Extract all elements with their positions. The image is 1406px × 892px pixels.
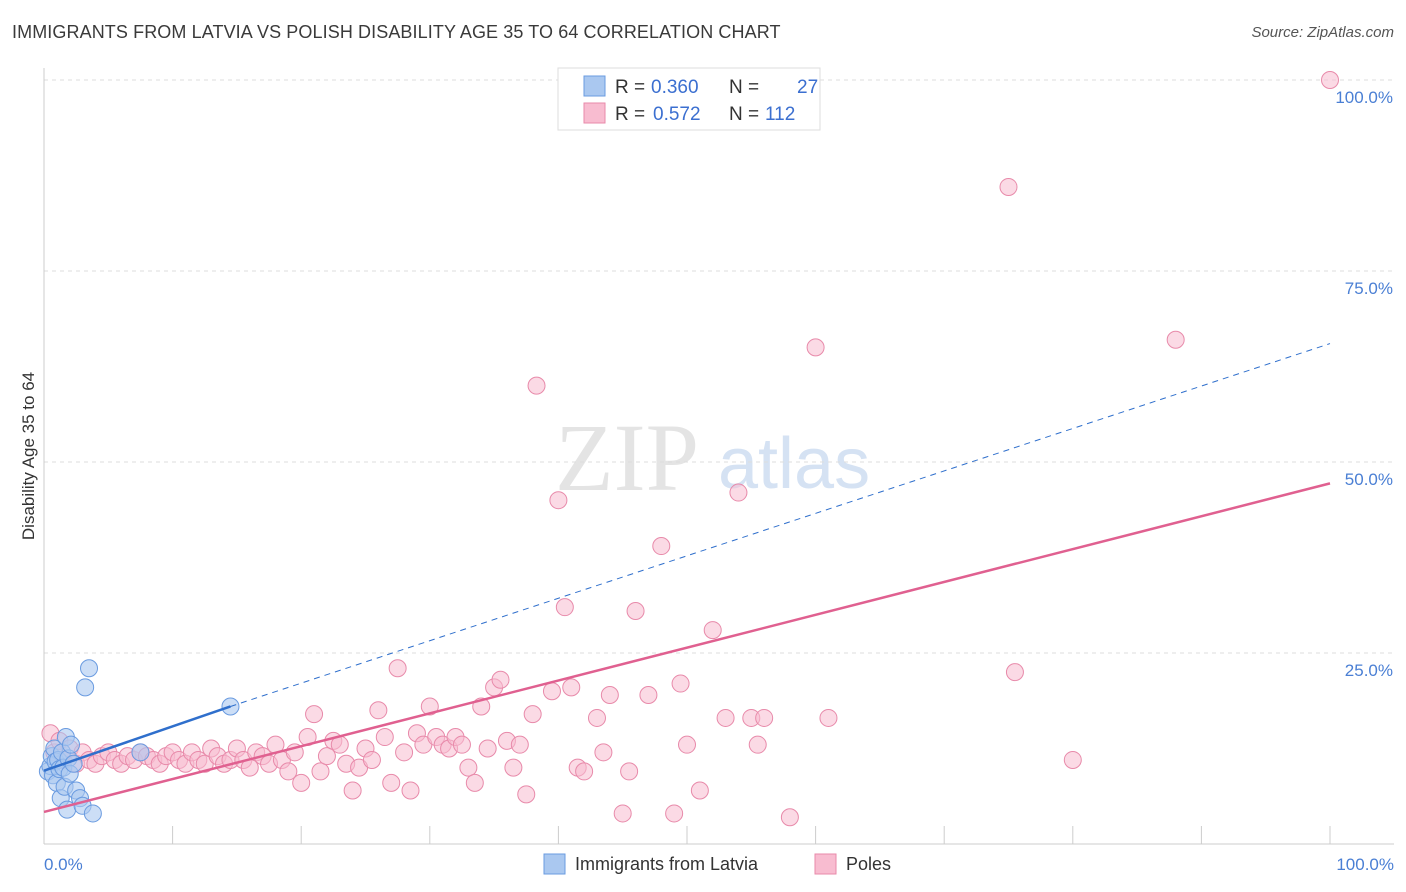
poles-point [549, 491, 568, 510]
poles-point [748, 735, 767, 754]
poles-point [491, 670, 510, 689]
poles-point [716, 708, 735, 727]
poles-point [375, 728, 394, 747]
y-tick-label: 75.0% [1345, 279, 1393, 298]
y-tick-label: 25.0% [1345, 661, 1393, 680]
latvia-r-value: 0.360 [651, 77, 699, 98]
latvia-legend-label: Immigrants from Latvia [575, 854, 759, 874]
poles-point [620, 762, 639, 781]
poles-point [999, 177, 1018, 196]
y-axis-title: Disability Age 35 to 64 [19, 372, 38, 540]
poles-point [311, 762, 330, 781]
poles-r-label: R = [615, 104, 645, 125]
poles-point [465, 773, 484, 792]
poles-point [362, 750, 381, 769]
poles-point [678, 735, 696, 754]
poles-n-value: 112 [765, 104, 795, 125]
poles-point [305, 705, 324, 724]
y-tick-label: 100.0% [1335, 88, 1393, 107]
poles-point [729, 483, 748, 502]
poles-point [587, 708, 606, 727]
poles-point [478, 739, 497, 758]
poles-point [690, 781, 709, 800]
poles-point [317, 747, 336, 766]
poles-point [388, 659, 407, 678]
poles-point [517, 785, 536, 804]
series-legend: Immigrants from Latvia Poles [543, 853, 891, 875]
y-tick-label: 50.0% [1345, 470, 1393, 489]
poles-point [819, 708, 838, 727]
x-tick-label-min: 0.0% [44, 855, 83, 874]
poles-point [459, 758, 478, 777]
poles-point [652, 537, 671, 556]
poles-point [343, 781, 362, 800]
trend-lines [43, 343, 1331, 814]
latvia-point [76, 678, 95, 697]
gridlines [44, 79, 1394, 654]
poles-point [755, 708, 774, 727]
poles-point [780, 808, 799, 827]
poles-point [292, 773, 311, 792]
poles-point [613, 804, 632, 823]
latvia-point [83, 804, 102, 823]
poles-point [639, 686, 658, 705]
poles-point [542, 682, 561, 701]
poles-point [504, 758, 523, 777]
poles-point [523, 705, 542, 724]
poles-point [510, 735, 529, 754]
poles-point [665, 804, 684, 823]
latvia-trend-extension [230, 343, 1331, 707]
poles-point [671, 674, 690, 693]
source-credit: Source: ZipAtlas.com [1251, 24, 1394, 41]
latvia-point [80, 659, 99, 678]
poles-point [594, 743, 613, 762]
poles-point [527, 376, 546, 395]
poles-point [1321, 71, 1339, 89]
poles-point [555, 598, 574, 617]
poles-r-value: 0.572 [653, 104, 701, 125]
poles-point [575, 762, 594, 781]
poles-legend-swatch [583, 102, 606, 124]
poles-point [401, 781, 420, 800]
chart-title: IMMIGRANTS FROM LATVIA VS POLISH DISABIL… [12, 22, 781, 42]
latvia-n-value: 27 [797, 77, 818, 98]
poles-point [395, 743, 414, 762]
poles-point [600, 686, 619, 705]
latvia-legend-swatch [583, 75, 606, 97]
stats-legend: R = 0.360 N = 27 R = 0.572 N = 112 [557, 67, 821, 131]
watermark-zip: ZIP [555, 404, 699, 511]
latvia-trend-line [43, 705, 231, 772]
poles-point [562, 678, 581, 697]
poles-point [382, 773, 401, 792]
x-tick-marks [172, 826, 1331, 844]
poles-trend-line [43, 482, 1331, 814]
poles-legend-label: Poles [846, 854, 891, 874]
poles-point [369, 701, 388, 720]
latvia-bottom-swatch [543, 853, 566, 875]
poles-point [452, 735, 471, 754]
poles-point [626, 601, 645, 620]
poles-point [703, 621, 722, 640]
latvia-point [131, 743, 150, 762]
poles-bottom-swatch [814, 853, 837, 875]
poles-point [1063, 750, 1082, 769]
x-tick-label-max: 100.0% [1336, 855, 1394, 874]
poles-n-label: N = [729, 104, 759, 125]
poles-point [420, 697, 439, 716]
poles-point [1166, 330, 1185, 349]
y-tick-labels: 25.0% 50.0% 75.0% 100.0% [1335, 88, 1393, 680]
latvia-r-label: R = [615, 77, 645, 98]
latvia-series [38, 659, 240, 823]
poles-point [806, 338, 825, 357]
latvia-point [62, 735, 81, 754]
poles-point [279, 762, 298, 781]
latvia-n-label: N = [729, 77, 759, 98]
poles-point [1005, 663, 1024, 682]
